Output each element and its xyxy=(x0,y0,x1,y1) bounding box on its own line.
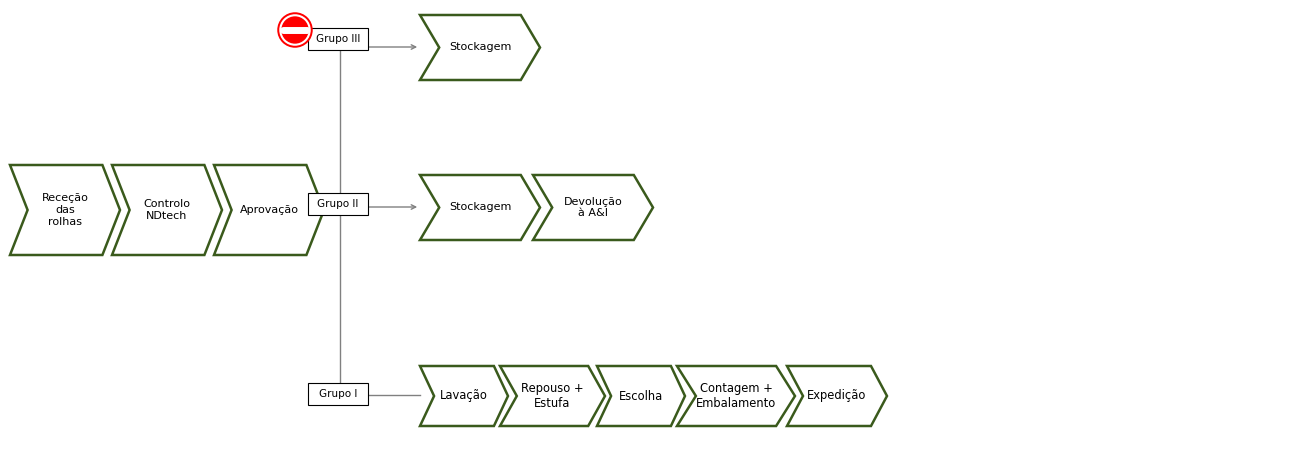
Text: Devolução
à A&I: Devolução à A&I xyxy=(564,197,623,218)
Polygon shape xyxy=(788,366,887,426)
Text: Aprovação: Aprovação xyxy=(239,205,299,215)
Polygon shape xyxy=(112,165,222,255)
Text: Lavação: Lavação xyxy=(440,389,488,402)
Text: Stockagem: Stockagem xyxy=(449,202,511,213)
Circle shape xyxy=(279,14,311,46)
Text: Grupo I: Grupo I xyxy=(319,389,357,399)
Polygon shape xyxy=(421,175,539,240)
Text: Controlo
NDtech: Controlo NDtech xyxy=(144,199,191,221)
Text: Contagem +
Embalamento: Contagem + Embalamento xyxy=(696,382,776,410)
Polygon shape xyxy=(421,366,508,426)
Bar xyxy=(308,193,368,215)
Polygon shape xyxy=(421,15,539,80)
Text: Repouso +
Estufa: Repouso + Estufa xyxy=(521,382,584,410)
Polygon shape xyxy=(677,366,795,426)
Text: Escolha: Escolha xyxy=(619,389,663,402)
Polygon shape xyxy=(597,366,686,426)
Bar xyxy=(308,383,368,405)
Polygon shape xyxy=(214,165,324,255)
Polygon shape xyxy=(10,165,120,255)
Polygon shape xyxy=(500,366,605,426)
Text: Grupo II: Grupo II xyxy=(317,199,359,209)
Bar xyxy=(308,28,368,50)
Text: Stockagem: Stockagem xyxy=(449,43,511,52)
Text: Receção
das
rolhas: Receção das rolhas xyxy=(42,194,89,226)
Text: Expedição: Expedição xyxy=(807,389,867,402)
Text: Grupo III: Grupo III xyxy=(316,34,360,44)
Polygon shape xyxy=(533,175,653,240)
